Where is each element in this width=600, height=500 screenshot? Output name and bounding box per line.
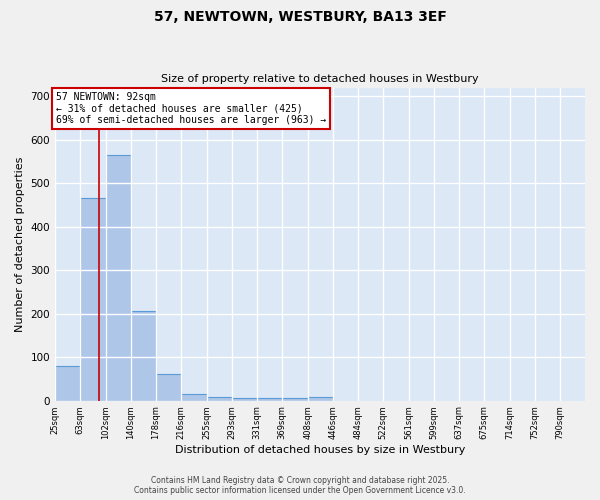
Bar [80,198,106,400]
Bar [207,397,232,400]
Bar [282,398,308,400]
Bar [308,397,333,400]
Text: 57 NEWTOWN: 92sqm
← 31% of detached houses are smaller (425)
69% of semi-detache: 57 NEWTOWN: 92sqm ← 31% of detached hous… [56,92,326,125]
Bar [55,366,80,400]
Bar [131,310,156,400]
Text: Contains HM Land Registry data © Crown copyright and database right 2025.
Contai: Contains HM Land Registry data © Crown c… [134,476,466,495]
Text: 57, NEWTOWN, WESTBURY, BA13 3EF: 57, NEWTOWN, WESTBURY, BA13 3EF [154,10,446,24]
Title: Size of property relative to detached houses in Westbury: Size of property relative to detached ho… [161,74,479,84]
Bar [232,398,257,400]
Bar [181,394,207,400]
Bar [156,374,181,400]
Y-axis label: Number of detached properties: Number of detached properties [15,156,25,332]
X-axis label: Distribution of detached houses by size in Westbury: Distribution of detached houses by size … [175,445,465,455]
Bar [106,155,131,400]
Bar [257,398,282,400]
